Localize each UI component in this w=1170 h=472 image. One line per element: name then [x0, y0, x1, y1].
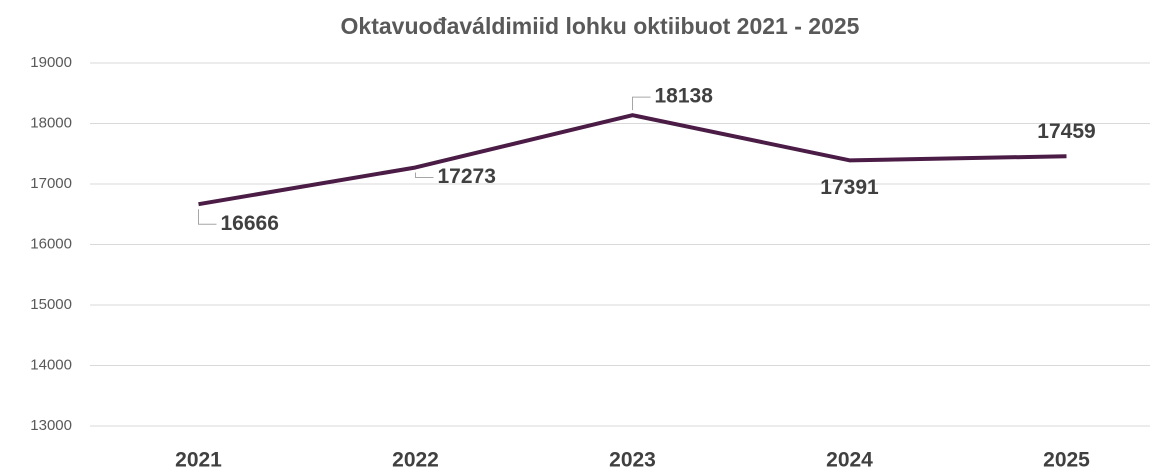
data-label: 18138 [655, 85, 714, 108]
y-tick-label: 19000 [30, 54, 72, 71]
y-tick-label: 13000 [30, 417, 72, 434]
data-label: 17459 [1037, 120, 1095, 143]
x-tick-label: 2021 [175, 449, 222, 472]
chart-title: Oktavuođaváldimiid lohku oktiibuot 2021 … [341, 13, 860, 39]
leader-line [632, 96, 651, 111]
y-tick-label: 18000 [30, 114, 72, 131]
leader-line [415, 172, 434, 178]
y-tick-label: 15000 [30, 296, 72, 313]
x-tick-label: 2023 [609, 449, 656, 472]
leader-line [198, 209, 217, 225]
y-tick-label: 17000 [30, 175, 72, 192]
line-series [198, 113, 1067, 207]
y-tick-label: 16000 [30, 235, 72, 252]
x-tick-label: 2025 [1043, 449, 1090, 472]
data-label: 17391 [820, 176, 879, 199]
y-tick-label: 14000 [30, 356, 72, 373]
data-label: 16666 [221, 212, 279, 235]
x-tick-label: 2022 [392, 449, 439, 472]
x-tick-label: 2024 [826, 449, 873, 472]
data-label: 17273 [438, 165, 496, 188]
